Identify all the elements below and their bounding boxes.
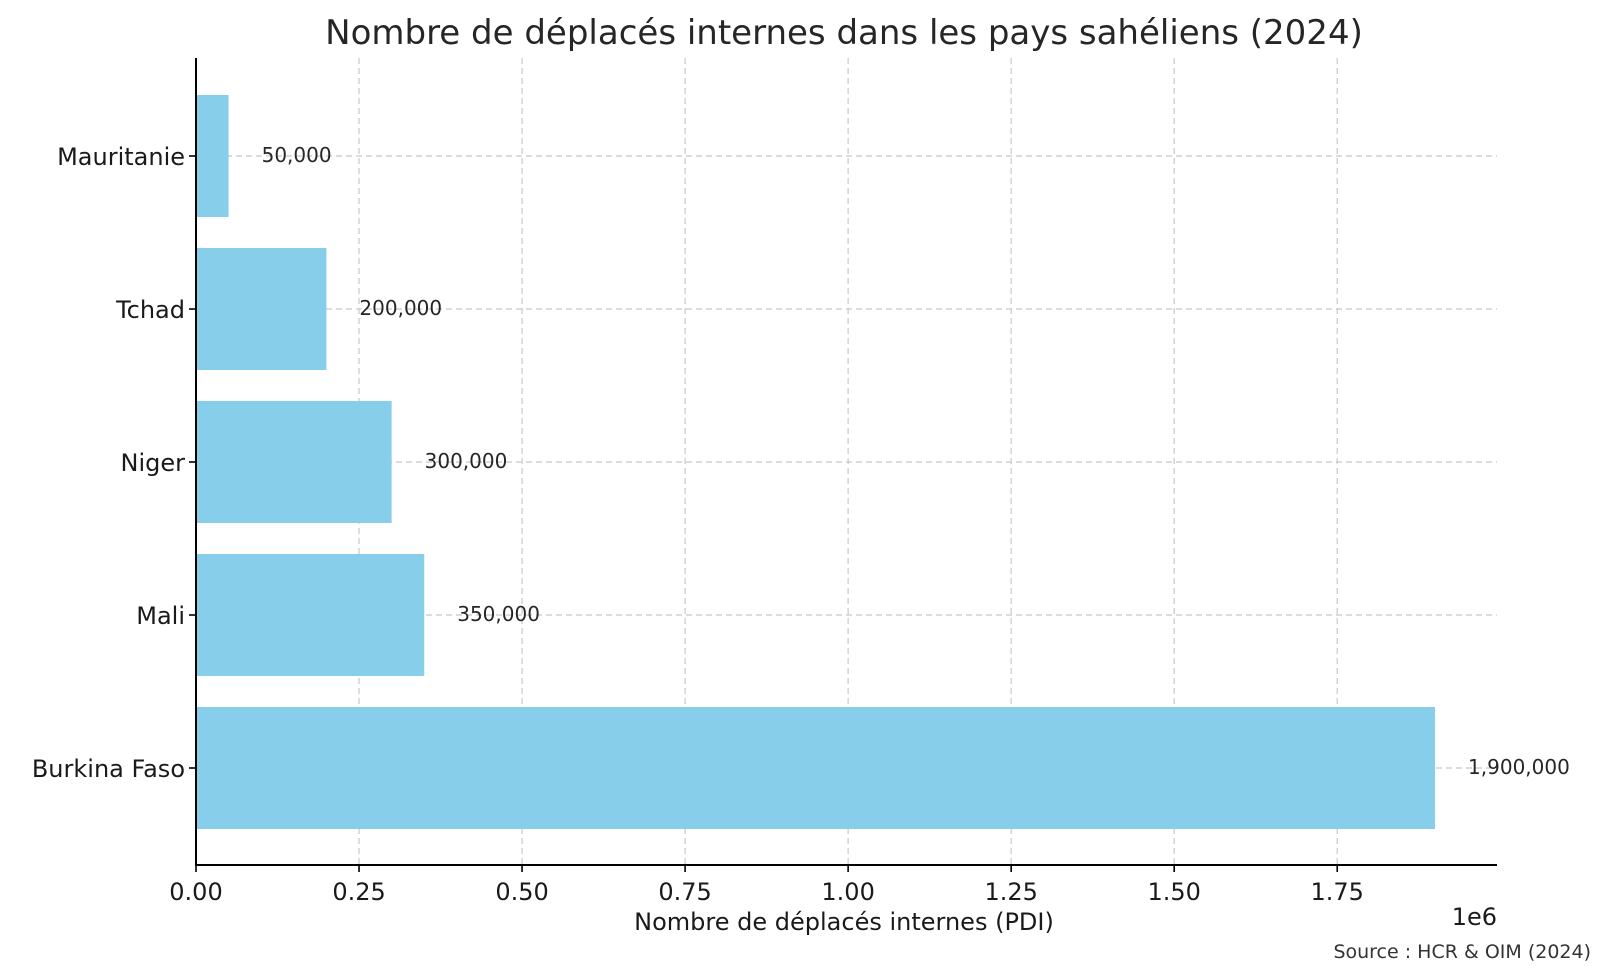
bar-mauritanie — [196, 95, 229, 217]
bar-tchad — [196, 248, 327, 370]
x-tick-label-4: 1.00 — [821, 878, 874, 906]
bar-burkina-faso — [196, 707, 1436, 829]
value-label-mali: 350,000 — [457, 602, 540, 626]
value-label-mauritanie: 50,000 — [262, 143, 332, 167]
bars-layer — [196, 95, 1436, 829]
x-tick-label-0: 0.00 — [169, 878, 222, 906]
x-tick-label-6: 1.50 — [1147, 878, 1200, 906]
x-tick-label-1: 0.25 — [332, 878, 385, 906]
bar-mali — [196, 554, 425, 676]
value-label-niger: 300,000 — [425, 449, 508, 473]
x-tick-label-2: 0.50 — [495, 878, 548, 906]
value-label-burkina-faso: 1,900,000 — [1468, 755, 1570, 779]
y-tick-label-mali: Mali — [136, 602, 185, 630]
y-tick-label-tchad: Tchad — [115, 296, 185, 324]
source-note: Source : HCR & OIM (2024) — [1333, 941, 1591, 963]
axes-layer — [189, 58, 1497, 872]
labels-layer: 0.00 0.25 0.50 0.75 1.00 1.25 1.50 1.75 Burkina … — [32, 143, 1570, 906]
value-label-tchad: 200,000 — [359, 296, 442, 320]
x-axis-label: Nombre de déplacés internes (PDI) — [634, 908, 1054, 936]
y-tick-label-burkina-faso: Burkina Faso — [32, 755, 185, 783]
x-tick-label-7: 1.75 — [1311, 878, 1364, 906]
y-tick-label-mauritanie: Mauritanie — [57, 143, 185, 171]
y-tick-label-niger: Niger — [121, 449, 186, 477]
bar-niger — [196, 401, 392, 523]
chart-title: Nombre de déplacés internes dans les pay… — [325, 13, 1363, 53]
x-tick-label-5: 1.25 — [984, 878, 1037, 906]
x-tick-label-3: 0.75 — [658, 878, 711, 906]
x-axis-offset-label: 1e6 — [1452, 903, 1497, 931]
